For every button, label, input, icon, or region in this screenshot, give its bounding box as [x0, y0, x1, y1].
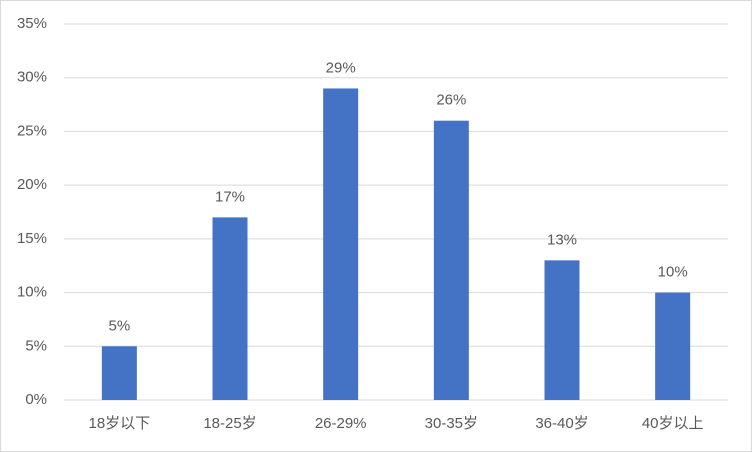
bar: [323, 88, 359, 400]
x-tick-label: 40岁以上: [642, 415, 704, 432]
y-tick-label: 35%: [17, 15, 47, 32]
y-tick-label: 30%: [17, 69, 47, 86]
bar: [212, 217, 248, 400]
y-tick-label: 5%: [25, 337, 47, 354]
data-label: 17%: [215, 188, 245, 205]
data-label: 5%: [108, 317, 130, 334]
bar: [544, 260, 580, 400]
y-tick-label: 0%: [25, 391, 47, 408]
data-label: 13%: [547, 231, 577, 248]
y-tick-label: 20%: [17, 176, 47, 193]
bar: [101, 346, 137, 400]
x-tick-label: 30-35岁: [425, 415, 478, 432]
x-tick-label: 36-40岁: [535, 415, 588, 432]
bar: [655, 292, 691, 400]
data-label: 10%: [658, 264, 688, 281]
bar: [433, 120, 469, 400]
data-label: 29%: [326, 59, 356, 76]
y-tick-label: 10%: [17, 284, 47, 301]
data-label: 26%: [436, 92, 466, 109]
x-tick-label: 18岁以下: [88, 415, 150, 432]
x-tick-label: 18-25岁: [203, 415, 256, 432]
y-tick-label: 25%: [17, 122, 47, 139]
x-tick-label: 26-29%: [315, 415, 367, 432]
y-tick-label: 15%: [17, 230, 47, 247]
